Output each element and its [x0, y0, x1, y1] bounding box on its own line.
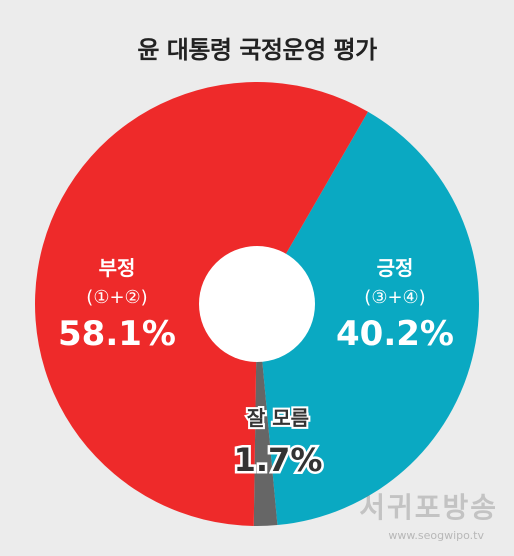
watermark-logo: 서귀포방송 [359, 491, 498, 524]
slice-label-name-2: 잘 모름 [247, 406, 309, 430]
slice-label-value-1: 40.2% [336, 314, 454, 354]
watermark-url: www.seogwipo.tv [388, 529, 484, 542]
pie-slice-1 [257, 111, 479, 526]
slice-label-value-3: 58.1% [58, 314, 176, 354]
slice-label-sub-1: (③+④) [364, 287, 425, 308]
slice-label-value-2: 1.7% [234, 441, 323, 479]
slice-label-name-1: 긍정 [377, 256, 414, 280]
donut-hole [199, 246, 315, 362]
slice-label-sub-3: (①+②) [86, 287, 147, 308]
chart-title: 윤 대통령 국정운영 평가 [137, 36, 377, 64]
slice-label-name-3: 부정 [99, 256, 136, 280]
